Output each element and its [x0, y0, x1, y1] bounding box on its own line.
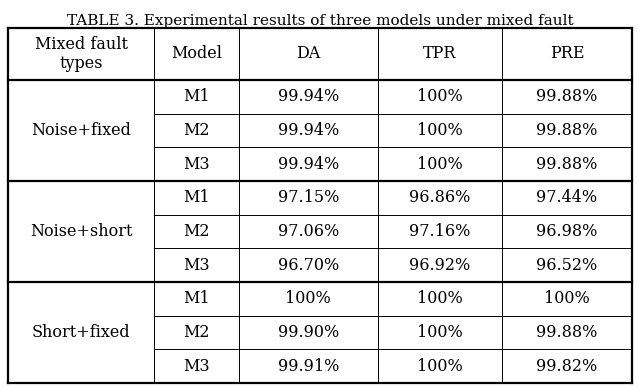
Text: 100%: 100%: [417, 290, 463, 307]
Text: 99.91%: 99.91%: [278, 358, 339, 375]
Text: 99.94%: 99.94%: [278, 122, 339, 139]
Text: 100%: 100%: [417, 122, 463, 139]
Text: 96.52%: 96.52%: [536, 257, 598, 274]
Text: M2: M2: [183, 324, 210, 341]
Text: 100%: 100%: [544, 290, 589, 307]
Text: M3: M3: [183, 156, 210, 173]
Text: M2: M2: [183, 122, 210, 139]
Text: 99.82%: 99.82%: [536, 358, 598, 375]
Text: 96.86%: 96.86%: [409, 189, 470, 206]
Text: 96.70%: 96.70%: [278, 257, 339, 274]
Text: 100%: 100%: [417, 88, 463, 105]
Text: 99.88%: 99.88%: [536, 88, 598, 105]
Text: 100%: 100%: [417, 358, 463, 375]
Text: PRE: PRE: [550, 45, 584, 62]
Text: TPR: TPR: [423, 45, 456, 62]
Text: 99.94%: 99.94%: [278, 156, 339, 173]
Text: 99.90%: 99.90%: [278, 324, 339, 341]
Text: 96.92%: 96.92%: [409, 257, 470, 274]
Text: Noise+fixed: Noise+fixed: [31, 122, 131, 139]
Text: TABLE 3. Experimental results of three models under mixed fault: TABLE 3. Experimental results of three m…: [67, 14, 573, 28]
Text: Short+fixed: Short+fixed: [32, 324, 131, 341]
Text: M1: M1: [183, 290, 210, 307]
Text: M3: M3: [183, 358, 210, 375]
Text: DA: DA: [296, 45, 321, 62]
Text: 97.15%: 97.15%: [278, 189, 339, 206]
Text: M1: M1: [183, 88, 210, 105]
Text: 100%: 100%: [417, 324, 463, 341]
Text: M3: M3: [183, 257, 210, 274]
Text: 99.94%: 99.94%: [278, 88, 339, 105]
Text: 96.98%: 96.98%: [536, 223, 598, 240]
Text: Mixed fault
types: Mixed fault types: [35, 36, 128, 72]
Text: 97.06%: 97.06%: [278, 223, 339, 240]
Text: 99.88%: 99.88%: [536, 324, 598, 341]
Text: 99.88%: 99.88%: [536, 122, 598, 139]
Text: M1: M1: [183, 189, 210, 206]
Text: 97.16%: 97.16%: [409, 223, 470, 240]
Text: M2: M2: [183, 223, 210, 240]
Text: Noise+short: Noise+short: [30, 223, 132, 240]
Text: Model: Model: [171, 45, 222, 62]
Text: 100%: 100%: [417, 156, 463, 173]
Text: 97.44%: 97.44%: [536, 189, 597, 206]
Text: 100%: 100%: [285, 290, 331, 307]
Text: 99.88%: 99.88%: [536, 156, 598, 173]
